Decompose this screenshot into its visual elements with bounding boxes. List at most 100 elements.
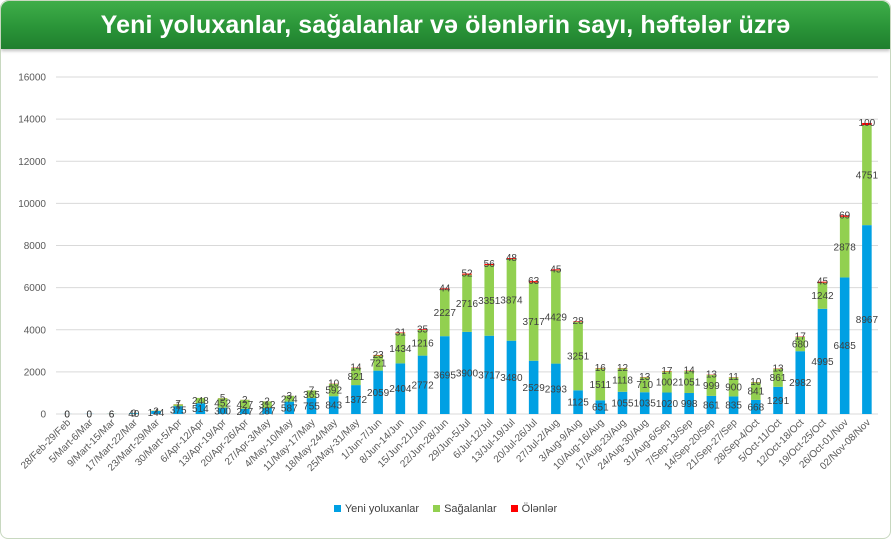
data-label: 56 xyxy=(484,259,496,270)
bar-deaths xyxy=(440,288,450,290)
data-label: 48 xyxy=(506,253,518,264)
data-label: 7 xyxy=(309,385,315,396)
bar-infected xyxy=(306,398,317,414)
data-label: 755 xyxy=(303,402,320,413)
bar-deaths xyxy=(573,321,583,322)
data-label: 16 xyxy=(595,363,607,374)
data-label: 3251 xyxy=(567,352,590,363)
bar-infected xyxy=(773,386,783,414)
data-label: 2404 xyxy=(389,384,412,395)
bar-recovered xyxy=(706,374,717,396)
bar-infected xyxy=(217,407,228,414)
bar-recovered xyxy=(751,382,761,400)
bar-infected xyxy=(639,392,650,414)
y-tick-label: 4000 xyxy=(24,325,47,336)
data-label: 5 xyxy=(220,393,226,404)
bar-recovered xyxy=(551,270,561,364)
bar-recovered xyxy=(195,397,206,404)
data-label: 1125 xyxy=(567,398,589,409)
data-label: 998 xyxy=(681,399,698,410)
data-label: 2227 xyxy=(434,308,457,319)
y-tick-label: 0 xyxy=(40,410,46,421)
bar-recovered xyxy=(417,330,428,356)
data-label: 2 xyxy=(264,396,270,407)
bar-recovered xyxy=(728,377,739,397)
data-label: 0 xyxy=(87,409,93,420)
data-label: 6 xyxy=(109,409,115,420)
legend-swatch xyxy=(333,504,341,512)
bar-recovered xyxy=(484,265,494,336)
bar-infected xyxy=(351,385,361,414)
bar-recovered xyxy=(262,401,272,408)
data-label: 651 xyxy=(592,403,609,414)
y-tick-label: 2000 xyxy=(24,367,47,378)
legend-label: Ölənlər xyxy=(521,503,558,515)
data-label: 2 xyxy=(153,406,159,417)
legend-item: Ölənlər xyxy=(510,503,558,515)
title-banner: Yeni yoluxanlar, sağalanlar və ölənlərin… xyxy=(1,1,890,49)
data-label: 11 xyxy=(728,372,739,383)
data-label: 1051 xyxy=(678,377,701,388)
bar-recovered xyxy=(217,398,228,408)
bar-deaths xyxy=(528,281,539,283)
data-label: 861 xyxy=(703,400,720,411)
bar-infected xyxy=(862,225,872,414)
data-label: 592 xyxy=(325,386,342,397)
data-label: 13 xyxy=(772,363,784,374)
data-label: 31 xyxy=(395,328,407,339)
data-label: 2 xyxy=(242,395,248,406)
bar-infected xyxy=(373,370,383,414)
data-label: 63 xyxy=(528,276,540,287)
data-label: 427 xyxy=(236,400,253,411)
data-label: 365 xyxy=(303,390,320,401)
data-label: 3695 xyxy=(434,371,457,382)
data-label: 10 xyxy=(750,377,762,388)
data-label: 1291 xyxy=(767,396,790,407)
data-label: 900 xyxy=(725,382,742,393)
bar-recovered xyxy=(595,368,606,401)
data-label: 6 xyxy=(109,409,115,420)
bar-infected xyxy=(328,396,339,414)
bar-deaths xyxy=(551,269,561,271)
data-label: 721 xyxy=(370,359,387,370)
bar-recovered xyxy=(773,368,783,387)
data-label: 14 xyxy=(350,363,362,374)
bar-infected xyxy=(395,363,406,414)
data-label: 1002 xyxy=(656,377,679,388)
data-label: 40 xyxy=(128,409,140,420)
bar-infected xyxy=(240,408,250,414)
data-label: 668 xyxy=(747,402,764,413)
data-label: 680 xyxy=(792,340,809,351)
legend-item: Sağalanlar xyxy=(433,503,497,515)
bar-deaths xyxy=(506,258,517,260)
data-label: 3 xyxy=(286,391,292,402)
bar-infected xyxy=(528,360,539,414)
data-label: 1035 xyxy=(634,399,657,410)
data-label: 841 xyxy=(747,387,764,398)
bar-recovered xyxy=(173,404,183,407)
bar-recovered xyxy=(395,333,406,364)
data-label: 1216 xyxy=(411,338,434,349)
data-label: 4751 xyxy=(856,171,879,182)
data-label: 8967 xyxy=(856,315,879,326)
data-label: 300 xyxy=(214,406,231,417)
bar-recovered xyxy=(639,377,650,393)
bar-infected xyxy=(151,410,161,414)
data-label: 3900 xyxy=(456,368,479,379)
data-label: 2982 xyxy=(789,378,812,389)
data-label: 3480 xyxy=(500,373,523,384)
bar-recovered xyxy=(839,216,850,278)
bar-infected xyxy=(817,308,828,414)
bar-recovered xyxy=(662,371,672,393)
data-label: 2716 xyxy=(456,299,479,310)
data-label: 1511 xyxy=(590,380,612,391)
data-label: 1372 xyxy=(345,395,368,406)
data-label: 100 xyxy=(859,118,876,129)
bar-infected xyxy=(595,400,606,414)
y-tick-label: 16000 xyxy=(18,73,46,84)
bar-infected xyxy=(706,395,717,414)
data-label: 44 xyxy=(439,283,451,294)
data-label: 452 xyxy=(214,398,231,409)
data-label: 69 xyxy=(839,210,851,221)
